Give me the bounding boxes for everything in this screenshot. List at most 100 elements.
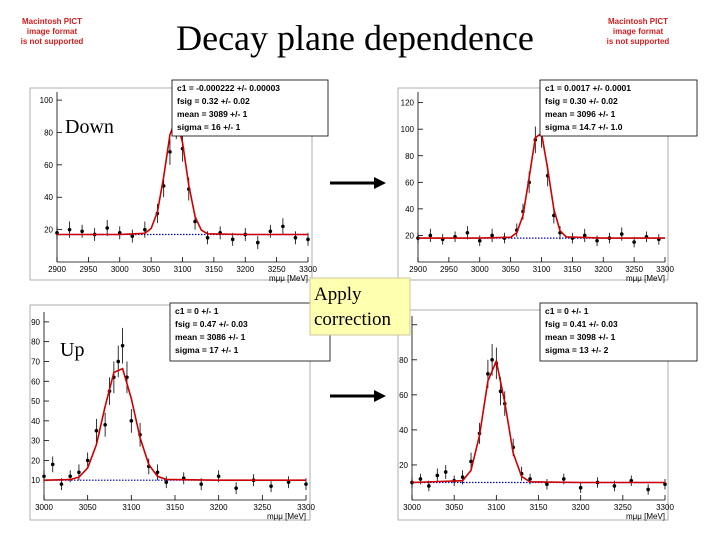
x-tick-label: 3200 (594, 265, 612, 274)
data-point (619, 232, 624, 236)
data-point (155, 470, 160, 475)
data-point (582, 233, 587, 238)
data-point (477, 238, 482, 243)
data-point (469, 459, 473, 464)
data-point (68, 474, 72, 479)
slide-title: Decay plane dependence (176, 18, 534, 58)
stats-line: mean = 3089 +/- 1 (177, 109, 248, 119)
x-axis-label: mμμ [MeV] (626, 512, 665, 521)
data-point (50, 462, 55, 467)
placeholder-text: image format (613, 27, 664, 36)
data-point (205, 235, 210, 240)
y-tick-label: 40 (44, 193, 53, 202)
data-point (164, 480, 169, 484)
stats-line: fsig = 0.32 +/- 0.02 (177, 96, 250, 106)
data-point (663, 482, 667, 487)
data-point (105, 226, 109, 230)
y-tick-label: 100 (401, 125, 415, 134)
data-point (632, 240, 636, 244)
data-point (268, 229, 273, 234)
y-tick-label: 80 (405, 152, 414, 161)
x-axis-label: mμμ [MeV] (267, 512, 306, 521)
data-point (255, 240, 260, 245)
data-point (116, 359, 121, 364)
stats-line: mean = 3086 +/- 1 (175, 332, 246, 342)
placeholder-text: image format (27, 27, 78, 36)
stats-line: c1 = -0.000222 +/- 0.00003 (177, 83, 280, 93)
x-tick-label: 3300 (656, 503, 674, 512)
y-tick-label: 80 (44, 128, 53, 137)
fit-curve (411, 358, 665, 484)
y-tick-label: 60 (31, 377, 40, 386)
x-tick-label: 3150 (166, 503, 184, 512)
data-point (234, 486, 238, 490)
placeholder-text: Macintosh PICT (22, 17, 82, 26)
data-point (427, 484, 431, 488)
apply-box (309, 277, 411, 336)
x-tick-label: 2950 (79, 265, 97, 274)
x-tick-label: 3300 (656, 265, 674, 274)
x-tick-label: 3250 (268, 265, 286, 274)
y-tick-label: 40 (399, 426, 408, 435)
data-point (168, 150, 172, 154)
x-tick-label: 3300 (299, 265, 317, 274)
stats-box (539, 79, 698, 137)
data-point (428, 233, 433, 238)
histogram-panel: 10 20 30 40 50 60 70 80 90 3000 3050 3100 3150 3200 32… (29, 302, 331, 521)
data-point (293, 235, 298, 240)
x-tick-label: 3150 (530, 503, 548, 512)
x-tick-label: 3100 (487, 503, 505, 512)
stats-line: c1 = 0 +/- 1 (175, 306, 219, 316)
data-point (443, 470, 448, 474)
stats-line: sigma = 17 +/- 1 (175, 345, 239, 355)
data-point (306, 237, 310, 242)
stats-line: fsig = 0.47 +/- 0.03 (175, 319, 248, 329)
data-point (143, 227, 147, 232)
data-point (612, 484, 617, 488)
histogram-panel: 20 40 60 80 100 2900 2950 3000 3050 3100 3150 3200 3… (29, 79, 329, 283)
data-point (578, 485, 583, 490)
x-tick-label: 3100 (122, 503, 140, 512)
data-point (80, 229, 84, 234)
data-point (103, 423, 107, 427)
y-tick-label: 20 (31, 456, 40, 465)
x-tick-label: 3200 (572, 503, 590, 512)
stats-line: sigma = 14.7 +/- 1.0 (545, 122, 623, 132)
fit-curve (43, 367, 306, 481)
y-tick-label: 40 (31, 417, 40, 426)
data-point (281, 224, 285, 229)
data-point (490, 358, 494, 362)
data-point (129, 419, 134, 423)
apply-label: Apply (314, 284, 362, 305)
x-tick-label: 3000 (111, 265, 129, 274)
y-tick-label: 120 (401, 99, 415, 108)
apply-label: correction (314, 309, 392, 330)
data-point (498, 389, 503, 394)
data-point (130, 234, 135, 238)
data-point (216, 474, 221, 479)
x-tick-label: 3300 (297, 503, 315, 512)
y-tick-label: 40 (405, 205, 414, 214)
y-tick-label: 90 (31, 318, 40, 327)
data-point (435, 473, 440, 478)
y-tick-label: 100 (40, 96, 54, 105)
x-tick-label: 3050 (445, 503, 463, 512)
data-point (85, 458, 90, 463)
placeholder-text: is not supported (607, 37, 670, 46)
data-point (269, 484, 273, 488)
x-tick-label: 3050 (142, 265, 160, 274)
histogram-panel: 204060801003000305031003150320032503300m… (395, 302, 698, 521)
data-point (94, 428, 99, 433)
data-point (193, 219, 197, 224)
x-tick-label: 3250 (625, 265, 643, 274)
stats-box (539, 302, 698, 362)
x-tick-label: 3100 (533, 265, 551, 274)
data-point (418, 477, 423, 481)
y-tick-label: 60 (399, 391, 408, 400)
panel-frame (397, 309, 669, 521)
x-axis-label: mμμ [MeV] (626, 274, 665, 283)
placeholder-right: Macintosh PICT image format is not suppo… (607, 17, 670, 46)
data-point (286, 480, 291, 484)
y-tick-label: 30 (31, 437, 40, 446)
